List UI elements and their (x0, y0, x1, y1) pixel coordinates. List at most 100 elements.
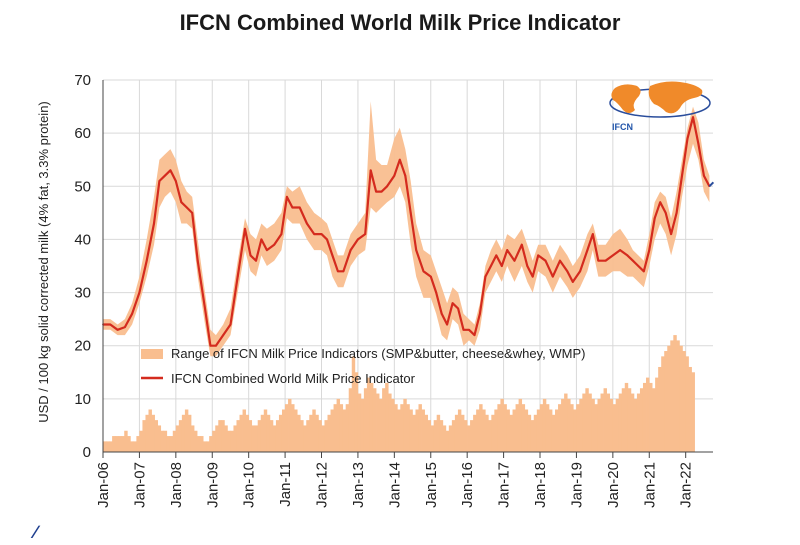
spread-bar (291, 404, 295, 452)
price-line-point (249, 254, 252, 257)
price-line-point (109, 323, 112, 326)
spread-bar (351, 356, 356, 452)
price-line-point (566, 270, 569, 273)
spread-bar (421, 409, 425, 452)
price-line-point (462, 328, 465, 331)
spread-bar (103, 441, 107, 452)
spread-bar (197, 436, 201, 452)
spread-bar (600, 393, 604, 452)
price-line-point (429, 275, 432, 278)
spread-bar (184, 409, 189, 452)
spread-bar (200, 436, 204, 452)
spread-bar (281, 409, 286, 452)
price-line-point (229, 323, 232, 326)
price-line-point (145, 259, 148, 262)
spread-bar (321, 425, 325, 452)
price-line-point (520, 243, 523, 246)
spread-bar (591, 398, 595, 452)
price-line-point (375, 190, 378, 193)
spread-bar (585, 388, 589, 452)
price-line-point (185, 206, 188, 209)
x-tick-label: Jan-08 (168, 462, 185, 508)
spread-bar (463, 420, 468, 452)
x-tick-label: Jan-09 (204, 462, 221, 508)
spread-bar (269, 420, 274, 452)
spread-bar (512, 409, 516, 452)
spread-bar (412, 414, 416, 452)
spread-bar (615, 398, 620, 452)
legend-swatch-range (141, 349, 163, 359)
legend-label-line: IFCN Combined World Milk Price Indicator (171, 371, 416, 386)
spread-bar (679, 345, 683, 452)
spread-bar (260, 414, 265, 452)
spread-bar (172, 430, 177, 452)
spread-bar (166, 436, 171, 452)
price-line-point (697, 142, 700, 145)
price-line-point (386, 185, 388, 188)
spread-bar (221, 420, 225, 452)
spread-bar (436, 414, 441, 452)
axes: 0 10 20 30 40 50 60 70 Jan-06 Jan-07 Jan-08 Jan-09 J… (74, 72, 713, 508)
spread-bar (442, 425, 447, 452)
price-line-point (544, 259, 547, 262)
spread-bar (673, 335, 677, 452)
spread-bar (218, 420, 222, 452)
spread-bar (288, 398, 292, 452)
spread-bar (649, 382, 653, 452)
price-line-point (158, 180, 161, 182)
spread-bar (506, 409, 510, 452)
spread-bar (118, 436, 122, 452)
spread-bar (300, 420, 304, 452)
x-tick-label: Jan-15 (423, 462, 440, 508)
spread-bar (278, 414, 283, 452)
price-line-point (380, 190, 383, 193)
x-tick-label: Jan-18 (532, 462, 549, 508)
ifcn-logo: IFCN (609, 81, 711, 132)
spread-bar (209, 436, 213, 452)
price-line-point (273, 243, 276, 246)
spread-bar (360, 398, 365, 452)
spread-bar (294, 409, 298, 452)
price-line-point (626, 254, 629, 257)
price-line-point (702, 174, 705, 177)
price-line-point (500, 265, 503, 267)
spread-bar (561, 398, 565, 452)
spread-bar (245, 414, 250, 452)
spread-bar (485, 414, 489, 452)
price-line-point (451, 302, 454, 305)
spread-bar (545, 404, 550, 452)
price-line-point (280, 233, 283, 236)
price-line-point (174, 180, 177, 182)
spread-bar (178, 420, 183, 452)
spread-bar (603, 388, 607, 452)
x-tick-label: Jan-11 (277, 462, 294, 507)
spread-bar (427, 420, 432, 452)
price-line-point (342, 270, 345, 273)
spread-bar (112, 436, 116, 452)
legend: Range of IFCN Milk Price Indicators (SMP… (141, 346, 585, 386)
spread-bar (363, 388, 368, 452)
spread-bar (175, 425, 180, 452)
spread-bar (594, 404, 598, 452)
spread-bar (573, 409, 577, 452)
combined-price-line (102, 116, 715, 347)
spread-bar (187, 414, 192, 452)
price-line-point (479, 312, 481, 315)
spread-bar (630, 393, 635, 452)
spread-bar (609, 398, 614, 452)
spread-bar (688, 366, 692, 452)
spread-bar (109, 441, 113, 452)
spread-bar (503, 404, 507, 452)
grid (102, 79, 713, 453)
price-line-point (664, 211, 667, 214)
spread-bar (403, 398, 407, 452)
price-line-point (260, 238, 263, 241)
price-line-point (298, 206, 301, 209)
y-tick-label: 60 (74, 125, 91, 142)
price-line-point (369, 169, 372, 172)
price-line-point (336, 270, 339, 273)
spread-bar (454, 414, 459, 452)
price-line-point (286, 196, 288, 198)
price-line-point (686, 137, 689, 140)
price-line-point (222, 334, 225, 336)
